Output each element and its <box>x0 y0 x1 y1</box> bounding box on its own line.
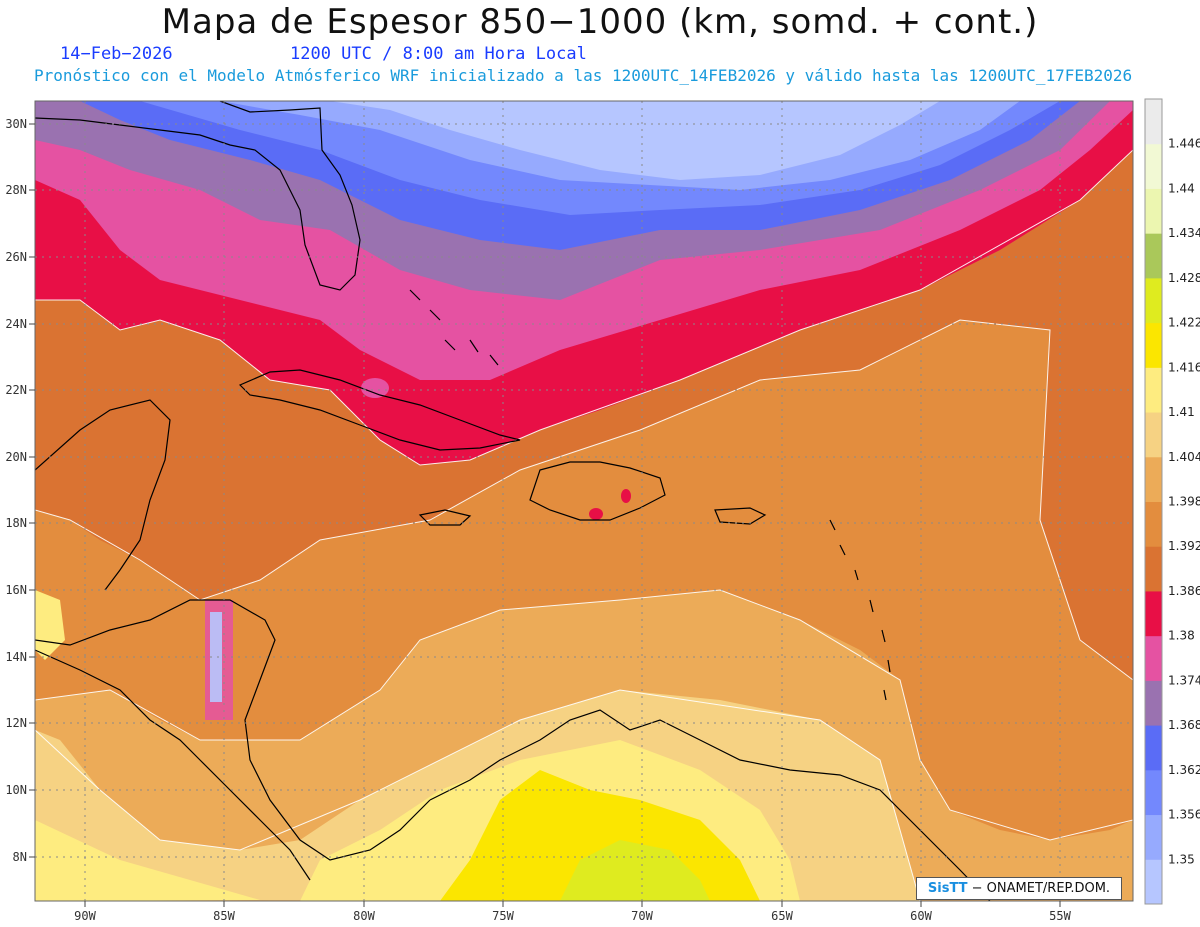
colorbar-frame <box>1144 98 1163 905</box>
lat-label: 22N <box>5 383 27 397</box>
graticule <box>35 101 1133 901</box>
lon-label: 75W <box>492 909 514 923</box>
colorbar-swatch <box>1145 680 1162 726</box>
colorbar-label: 1.44 <box>1168 181 1195 195</box>
colorbar-swatch <box>1145 456 1162 502</box>
colorbar-label: 1.404 <box>1168 450 1200 464</box>
thickness-patch-honduras-core <box>210 612 222 702</box>
thickness-band-1428 <box>560 840 710 901</box>
colorbar: 1.35 1.356 1.362 1.368 1.374 1.38 1.386 1.392 1.… <box>1144 98 1200 905</box>
colorbar-label: 1.422 <box>1168 316 1200 330</box>
colorbar-label: 1.368 <box>1168 718 1200 732</box>
credit-text: − ONAMET/REP.DOM. <box>971 881 1111 896</box>
longitude-labels: 90W 85W 80W 75W 70W 65W 60W 55W <box>74 909 1071 923</box>
colorbar-labels: 1.35 1.356 1.362 1.368 1.374 1.38 1.386 1.392 1.… <box>1168 137 1200 867</box>
lat-label: 30N <box>5 117 27 131</box>
colorbar-label: 1.416 <box>1168 360 1200 374</box>
colorbar-swatch <box>1145 769 1162 816</box>
lon-label: 70W <box>631 909 653 923</box>
forecast-description: Pronóstico con el Modelo Atmósferico WRF… <box>34 66 1133 85</box>
lon-label: 85W <box>213 909 235 923</box>
thickness-patch-hispaniola-south <box>589 508 603 520</box>
colorbar-label: 1.35 <box>1168 852 1195 866</box>
lon-label: 60W <box>910 909 932 923</box>
map-title: Mapa de Espesor 850−1000 (km, somd. + co… <box>161 2 1039 42</box>
colorbar-swatch <box>1145 412 1162 458</box>
lat-label: 18N <box>5 516 27 530</box>
colorbar-swatch <box>1145 859 1162 905</box>
colorbar-swatch <box>1145 501 1162 547</box>
lat-label: 20N <box>5 450 27 464</box>
lon-label: 65W <box>771 909 793 923</box>
lon-label: 55W <box>1049 909 1071 923</box>
lat-label: 12N <box>5 716 27 730</box>
forecast-date: 14−Feb−2026 <box>60 44 173 64</box>
thickness-contours <box>35 149 1133 901</box>
colorbar-label: 1.428 <box>1168 271 1200 285</box>
colorbar-swatch <box>1145 814 1162 860</box>
colorbar-swatch <box>1145 188 1162 234</box>
colorbar-swatch <box>1145 367 1162 413</box>
colorbar-label: 1.398 <box>1168 495 1200 509</box>
credit-box: SisTT − ONAMET/REP.DOM. <box>916 877 1122 900</box>
lat-label: 14N <box>5 650 27 664</box>
colorbar-swatch <box>1145 590 1162 637</box>
thickness-fill <box>35 101 1133 901</box>
thickness-patch-cuba <box>361 378 389 398</box>
colorbar-label: 1.356 <box>1168 808 1200 822</box>
colorbar-label: 1.386 <box>1168 584 1200 598</box>
colorbar-swatch <box>1145 277 1162 324</box>
axis-ticks <box>29 123 1061 907</box>
colorbar-swatch <box>1145 635 1162 681</box>
credit-brand: SisTT <box>927 881 968 896</box>
colorbar-label: 1.434 <box>1168 226 1200 240</box>
colorbar-label: 1.374 <box>1168 673 1200 687</box>
colorbar-label: 1.362 <box>1168 763 1200 777</box>
colorbar-swatch <box>1145 233 1162 279</box>
colorbar-swatch <box>1145 143 1162 189</box>
thickness-patch-hispaniola <box>621 489 631 503</box>
colorbar-swatches <box>1145 99 1162 905</box>
colorbar-label: 1.38 <box>1168 629 1195 643</box>
lat-label: 26N <box>5 250 27 264</box>
thickness-band-1350 <box>330 101 940 180</box>
colorbar-swatch <box>1145 546 1162 592</box>
forecast-time: 1200 UTC / 8:00 am Hora Local <box>290 44 587 64</box>
lat-label: 8N <box>13 850 27 864</box>
colorbar-label: 1.446 <box>1168 137 1200 151</box>
map-frame <box>34 100 1134 902</box>
colorbar-label: 1.392 <box>1168 539 1200 553</box>
lat-label: 28N <box>5 183 27 197</box>
colorbar-swatch <box>1145 322 1162 368</box>
colorbar-label: 1.41 <box>1168 405 1195 419</box>
lat-label: 10N <box>5 783 27 797</box>
lat-label: 16N <box>5 583 27 597</box>
colorbar-swatch <box>1145 725 1162 771</box>
thickness-patch-guatemala <box>35 590 65 660</box>
lat-label: 24N <box>5 317 27 331</box>
lon-label: 90W <box>74 909 96 923</box>
latitude-labels: 8N 10N 12N 14N 16N 18N 20N 22N 24N 26N 2… <box>5 117 27 864</box>
lon-label: 80W <box>353 909 375 923</box>
colorbar-swatch <box>1145 99 1162 145</box>
